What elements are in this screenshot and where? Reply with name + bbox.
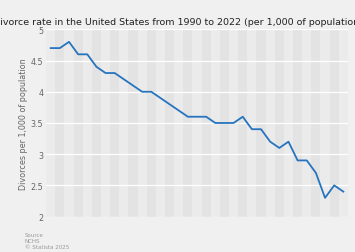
Bar: [329, 30, 339, 217]
Bar: [101, 30, 110, 217]
Bar: [311, 30, 321, 217]
Text: Divorce rate in the United States from 1990 to 2022 (per 1,000 of population): Divorce rate in the United States from 1…: [0, 18, 355, 27]
Bar: [55, 30, 65, 217]
Bar: [211, 30, 220, 217]
Bar: [302, 30, 311, 217]
Bar: [247, 30, 256, 217]
Bar: [156, 30, 165, 217]
Bar: [192, 30, 202, 217]
Bar: [293, 30, 302, 217]
Bar: [284, 30, 293, 217]
Bar: [119, 30, 129, 217]
Bar: [275, 30, 284, 217]
Bar: [46, 30, 55, 217]
Bar: [73, 30, 83, 217]
Bar: [339, 30, 348, 217]
Bar: [174, 30, 183, 217]
Bar: [138, 30, 147, 217]
Bar: [92, 30, 101, 217]
Bar: [83, 30, 92, 217]
Bar: [229, 30, 238, 217]
Bar: [147, 30, 156, 217]
Bar: [220, 30, 229, 217]
Bar: [202, 30, 211, 217]
Bar: [238, 30, 247, 217]
Text: Source
NCHS
© Statista 2025: Source NCHS © Statista 2025: [25, 232, 69, 249]
Bar: [129, 30, 138, 217]
Bar: [65, 30, 73, 217]
Bar: [165, 30, 174, 217]
Bar: [266, 30, 275, 217]
Bar: [183, 30, 192, 217]
Y-axis label: Divorces per 1,000 of population: Divorces per 1,000 of population: [19, 58, 28, 189]
Bar: [110, 30, 119, 217]
Bar: [321, 30, 329, 217]
Bar: [256, 30, 266, 217]
